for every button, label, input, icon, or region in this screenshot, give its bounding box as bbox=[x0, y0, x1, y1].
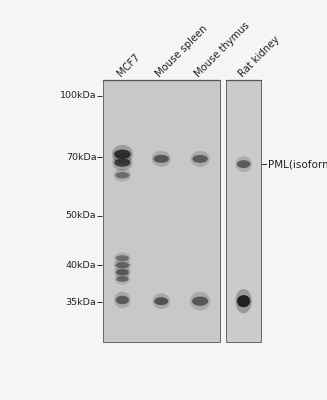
Ellipse shape bbox=[116, 269, 129, 275]
Ellipse shape bbox=[154, 155, 169, 163]
Ellipse shape bbox=[116, 276, 129, 282]
Text: Mouse spleen: Mouse spleen bbox=[154, 23, 210, 79]
Ellipse shape bbox=[114, 169, 131, 182]
Text: 100kDa: 100kDa bbox=[60, 91, 96, 100]
Ellipse shape bbox=[114, 266, 131, 278]
Ellipse shape bbox=[115, 172, 129, 178]
Text: PML(isoform5): PML(isoform5) bbox=[268, 159, 327, 169]
Ellipse shape bbox=[114, 150, 131, 159]
Text: 40kDa: 40kDa bbox=[66, 261, 96, 270]
Ellipse shape bbox=[115, 262, 129, 268]
Ellipse shape bbox=[116, 255, 129, 261]
Text: 35kDa: 35kDa bbox=[66, 298, 96, 306]
Ellipse shape bbox=[237, 160, 250, 168]
Text: 70kDa: 70kDa bbox=[66, 153, 96, 162]
Ellipse shape bbox=[114, 259, 131, 271]
Bar bbox=[103, 80, 219, 342]
Ellipse shape bbox=[112, 145, 133, 164]
Ellipse shape bbox=[114, 292, 131, 308]
Text: MCF7: MCF7 bbox=[115, 52, 142, 79]
Ellipse shape bbox=[152, 293, 170, 309]
Bar bbox=[226, 80, 261, 342]
Ellipse shape bbox=[154, 297, 168, 305]
Ellipse shape bbox=[152, 151, 171, 167]
Ellipse shape bbox=[235, 289, 252, 313]
Ellipse shape bbox=[235, 156, 252, 172]
Ellipse shape bbox=[114, 252, 131, 264]
Ellipse shape bbox=[190, 151, 210, 167]
Ellipse shape bbox=[114, 273, 130, 285]
Ellipse shape bbox=[114, 158, 130, 167]
Ellipse shape bbox=[192, 155, 208, 163]
Ellipse shape bbox=[112, 154, 132, 171]
Text: Mouse thymus: Mouse thymus bbox=[193, 20, 252, 79]
Ellipse shape bbox=[237, 295, 250, 307]
Text: 50kDa: 50kDa bbox=[66, 211, 96, 220]
Ellipse shape bbox=[192, 296, 208, 306]
Text: Rat kidney: Rat kidney bbox=[236, 34, 281, 79]
Ellipse shape bbox=[190, 292, 210, 310]
Ellipse shape bbox=[116, 296, 129, 304]
